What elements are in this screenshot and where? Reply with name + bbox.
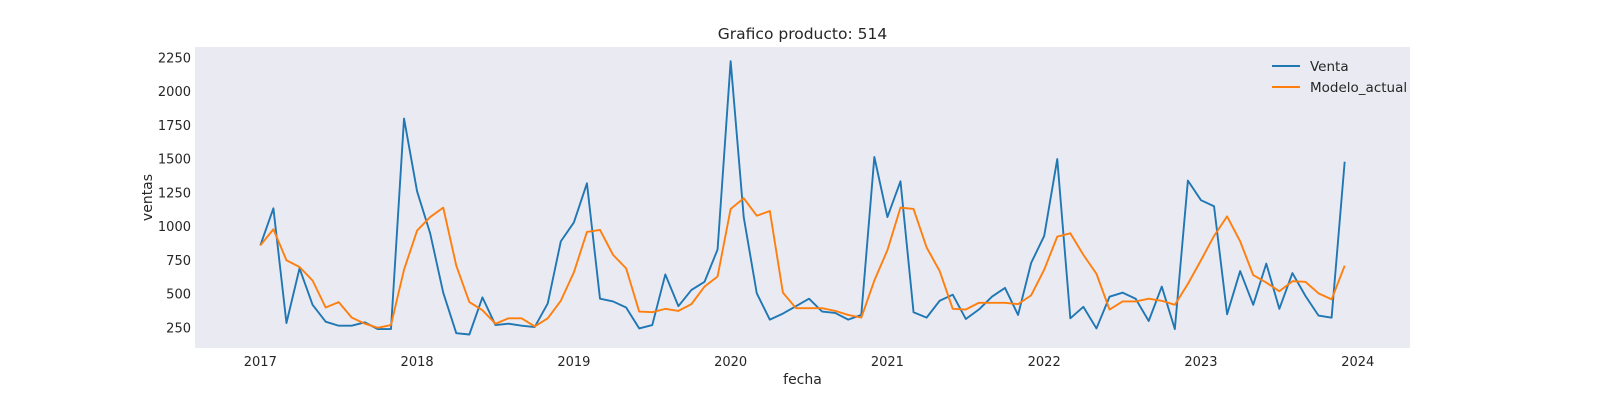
series-line-modelo-actual — [259, 197, 1346, 329]
x-tick-label: 2018 — [401, 355, 434, 370]
x-tick-label: 2019 — [557, 355, 590, 370]
x-tick-label: 2017 — [244, 355, 277, 370]
y-tick-label: 2250 — [158, 51, 191, 66]
legend-label: Venta — [1310, 59, 1349, 75]
x-tick-label: 2024 — [1341, 355, 1374, 370]
legend-label: Modelo_actual — [1310, 80, 1407, 96]
y-tick-label: 2000 — [158, 85, 191, 100]
y-axis: 250 500 750 1000 1250 1500 1750 2000 2250 — [158, 51, 191, 336]
legend: Venta Modelo_actual — [1272, 59, 1407, 96]
y-tick-label: 750 — [166, 254, 191, 269]
x-tick-label: 2021 — [871, 355, 904, 370]
y-tick-label: 1250 — [158, 186, 191, 201]
x-tick-label: 2023 — [1184, 355, 1217, 370]
y-tick-label: 1000 — [158, 220, 191, 235]
x-axis: 2017 2018 2019 2020 2021 2022 2023 2024 — [244, 355, 1375, 370]
chart-title: Grafico producto: 514 — [718, 25, 887, 43]
series-lines — [259, 60, 1346, 336]
y-tick-label: 1750 — [158, 119, 191, 134]
x-tick-label: 2022 — [1028, 355, 1061, 370]
x-tick-label: 2020 — [714, 355, 747, 370]
y-axis-label: ventas — [140, 174, 156, 221]
x-axis-label: fecha — [783, 372, 822, 388]
y-tick-label: 250 — [166, 321, 191, 336]
y-tick-label: 500 — [166, 288, 191, 303]
y-tick-label: 1500 — [158, 153, 191, 168]
series-line-venta — [259, 60, 1346, 336]
